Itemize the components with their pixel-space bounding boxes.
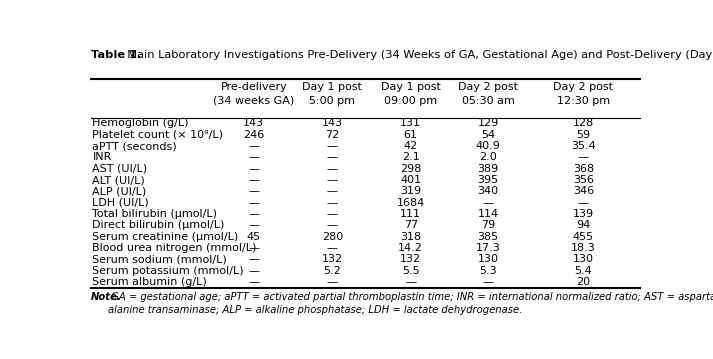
Text: —: —	[248, 220, 260, 230]
Text: 79: 79	[481, 220, 496, 230]
Text: 319: 319	[400, 186, 421, 196]
Text: 5.2: 5.2	[324, 266, 341, 276]
Text: Platelet count (× 10⁹/L): Platelet count (× 10⁹/L)	[93, 130, 223, 140]
Text: —: —	[248, 209, 260, 219]
Text: Direct bilirubin (μmol/L): Direct bilirubin (μmol/L)	[93, 220, 225, 230]
Text: 5.3: 5.3	[479, 266, 497, 276]
Text: 298: 298	[400, 164, 421, 174]
Text: —: —	[248, 277, 260, 287]
Text: GA = gestational age; aPTT = activated partial thromboplastin time; INR = intern: GA = gestational age; aPTT = activated p…	[108, 292, 713, 315]
Text: 395: 395	[478, 175, 498, 185]
Text: Blood urea nitrogen (mmol/L): Blood urea nitrogen (mmol/L)	[93, 243, 257, 253]
Text: 139: 139	[573, 209, 594, 219]
Text: 130: 130	[573, 255, 594, 264]
Text: —: —	[327, 152, 338, 162]
Text: Total bilirubin (μmol/L): Total bilirubin (μmol/L)	[93, 209, 217, 219]
Text: 40.9: 40.9	[476, 141, 501, 151]
Text: —: —	[248, 164, 260, 174]
Text: 17.3: 17.3	[476, 243, 501, 253]
Text: —: —	[578, 198, 589, 208]
Text: Day 1 post
09:00 pm: Day 1 post 09:00 pm	[381, 83, 441, 106]
Text: 401: 401	[400, 175, 421, 185]
Text: 5.4: 5.4	[575, 266, 593, 276]
Text: 54: 54	[481, 130, 495, 140]
Text: 246: 246	[243, 130, 265, 140]
Text: 42: 42	[404, 141, 418, 151]
Text: Serum albumin (g/L): Serum albumin (g/L)	[93, 277, 207, 287]
Text: INR: INR	[93, 152, 112, 162]
Text: 77: 77	[404, 220, 418, 230]
Text: —: —	[248, 198, 260, 208]
Text: ALT (UI/L): ALT (UI/L)	[93, 175, 145, 185]
Text: —: —	[327, 209, 338, 219]
Text: —: —	[405, 277, 416, 287]
Text: 59: 59	[576, 130, 590, 140]
Text: 18.3: 18.3	[571, 243, 596, 253]
Text: Day 2 post
05:30 am: Day 2 post 05:30 am	[458, 83, 518, 106]
Text: 1684: 1684	[396, 198, 425, 208]
Text: 389: 389	[478, 164, 498, 174]
Text: —: —	[483, 277, 493, 287]
Text: —: —	[248, 255, 260, 264]
Text: Day 2 post
12:30 pm: Day 2 post 12:30 pm	[553, 83, 613, 106]
Text: Note.: Note.	[91, 292, 121, 302]
Text: AST (UI/L): AST (UI/L)	[93, 164, 148, 174]
Text: 45: 45	[247, 232, 261, 242]
Text: ALP (UI/L): ALP (UI/L)	[93, 186, 147, 196]
Text: 143: 143	[322, 118, 343, 129]
Text: 129: 129	[478, 118, 498, 129]
Text: 20: 20	[576, 277, 590, 287]
Text: Pre-delivery
(34 weeks GA): Pre-delivery (34 weeks GA)	[213, 83, 294, 106]
Text: LDH (UI/L): LDH (UI/L)	[93, 198, 149, 208]
Text: 340: 340	[478, 186, 498, 196]
Text: —: —	[327, 141, 338, 151]
Text: Hemoglobin (g/L): Hemoglobin (g/L)	[93, 118, 189, 129]
Text: 94: 94	[576, 220, 590, 230]
Text: 280: 280	[322, 232, 343, 242]
Text: 128: 128	[573, 118, 594, 129]
Text: Serum sodium (mmol/L): Serum sodium (mmol/L)	[93, 255, 227, 264]
Text: 5.5: 5.5	[402, 266, 419, 276]
Text: —: —	[248, 152, 260, 162]
Text: —: —	[327, 220, 338, 230]
Text: 14.2: 14.2	[399, 243, 423, 253]
Text: aPTT (seconds): aPTT (seconds)	[93, 141, 177, 151]
Text: 35.4: 35.4	[571, 141, 596, 151]
Text: —: —	[327, 164, 338, 174]
Text: 368: 368	[573, 164, 594, 174]
Text: 131: 131	[400, 118, 421, 129]
Text: —: —	[248, 186, 260, 196]
Text: 114: 114	[478, 209, 498, 219]
Text: —: —	[327, 277, 338, 287]
Text: 132: 132	[322, 255, 343, 264]
Text: —: —	[327, 175, 338, 185]
Text: Main Laboratory Investigations Pre-Delivery (34 Weeks of GA, Gestational Age) an: Main Laboratory Investigations Pre-Deliv…	[120, 50, 713, 60]
Text: —: —	[248, 141, 260, 151]
Text: 72: 72	[325, 130, 339, 140]
Text: 455: 455	[573, 232, 594, 242]
Text: 346: 346	[573, 186, 594, 196]
Text: 318: 318	[400, 232, 421, 242]
Text: —: —	[248, 243, 260, 253]
Text: —: —	[578, 152, 589, 162]
Text: 111: 111	[400, 209, 421, 219]
Text: 61: 61	[404, 130, 418, 140]
Text: Serum creatinine (μmol/L): Serum creatinine (μmol/L)	[93, 232, 239, 242]
Text: 130: 130	[478, 255, 498, 264]
Text: —: —	[248, 266, 260, 276]
Text: Day 1 post
5:00 pm: Day 1 post 5:00 pm	[302, 83, 362, 106]
Text: 385: 385	[478, 232, 498, 242]
Text: —: —	[327, 186, 338, 196]
Text: 2.1: 2.1	[402, 152, 419, 162]
Text: —: —	[483, 198, 493, 208]
Text: Serum potassium (mmol/L): Serum potassium (mmol/L)	[93, 266, 244, 276]
Text: Table 1.: Table 1.	[91, 50, 141, 60]
Text: 2.0: 2.0	[479, 152, 497, 162]
Text: —: —	[248, 175, 260, 185]
Text: 132: 132	[400, 255, 421, 264]
Text: 356: 356	[573, 175, 594, 185]
Text: —: —	[327, 243, 338, 253]
Text: 143: 143	[243, 118, 265, 129]
Text: —: —	[327, 198, 338, 208]
